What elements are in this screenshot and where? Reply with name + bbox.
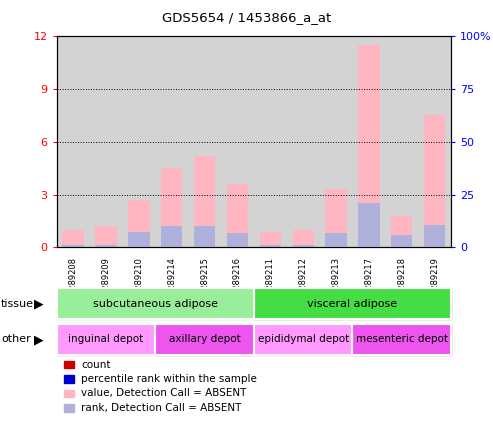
Bar <box>221 36 254 247</box>
Text: other: other <box>1 335 31 344</box>
Bar <box>254 36 287 247</box>
Bar <box>424 225 445 247</box>
Bar <box>386 36 418 247</box>
Text: epididymal depot: epididymal depot <box>257 335 349 344</box>
Text: ▶: ▶ <box>34 297 43 310</box>
Bar <box>128 200 149 247</box>
Bar <box>57 36 90 247</box>
Bar <box>391 216 413 247</box>
Text: value, Detection Call = ABSENT: value, Detection Call = ABSENT <box>81 388 246 398</box>
Bar <box>418 36 451 247</box>
Bar <box>188 36 221 247</box>
Bar <box>227 184 248 247</box>
Bar <box>292 230 314 247</box>
Text: rank, Detection Call = ABSENT: rank, Detection Call = ABSENT <box>81 403 242 413</box>
Bar <box>325 233 347 247</box>
Bar <box>227 233 248 247</box>
Bar <box>260 232 281 247</box>
Bar <box>161 168 182 247</box>
Bar <box>63 245 84 247</box>
Text: percentile rank within the sample: percentile rank within the sample <box>81 374 257 384</box>
Bar <box>95 226 117 247</box>
Bar <box>90 36 122 247</box>
Text: count: count <box>81 360 111 370</box>
Text: GDS5654 / 1453866_a_at: GDS5654 / 1453866_a_at <box>162 11 331 24</box>
Bar <box>128 232 149 247</box>
Bar <box>260 245 281 247</box>
Text: ▶: ▶ <box>34 333 43 346</box>
Text: tissue: tissue <box>1 299 34 308</box>
Bar <box>424 115 445 247</box>
Text: inguinal depot: inguinal depot <box>69 335 143 344</box>
Bar <box>194 226 215 247</box>
Bar <box>287 36 319 247</box>
Bar <box>122 36 155 247</box>
Bar <box>325 190 347 247</box>
Bar <box>155 36 188 247</box>
Bar <box>292 245 314 247</box>
Bar <box>358 45 380 247</box>
Bar <box>319 36 352 247</box>
Bar <box>391 235 413 247</box>
Bar <box>358 203 380 247</box>
Text: mesenteric depot: mesenteric depot <box>356 335 448 344</box>
Bar <box>161 226 182 247</box>
Text: subcutaneous adipose: subcutaneous adipose <box>93 299 218 308</box>
Text: visceral adipose: visceral adipose <box>308 299 397 308</box>
Bar <box>95 245 117 247</box>
Bar <box>194 156 215 247</box>
Bar <box>352 36 386 247</box>
Text: axillary depot: axillary depot <box>169 335 241 344</box>
Bar <box>63 230 84 247</box>
